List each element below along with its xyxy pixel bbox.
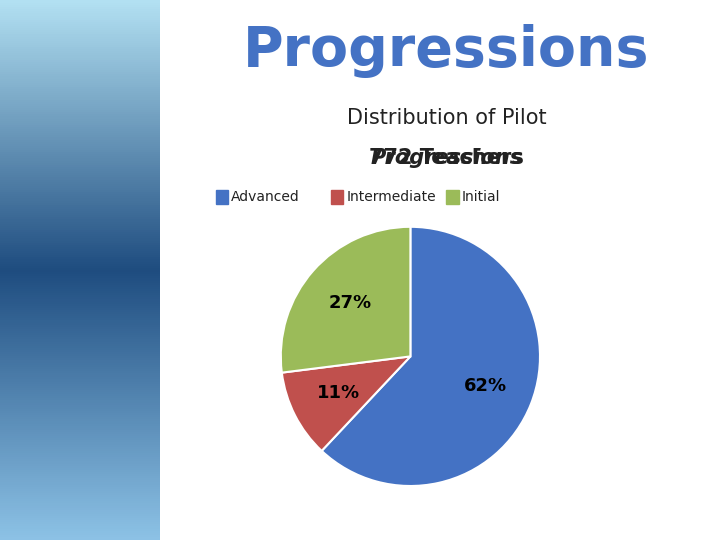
- Text: 772 Teachers: 772 Teachers: [369, 148, 524, 168]
- Text: Progressions: Progressions: [370, 148, 523, 168]
- Wedge shape: [282, 356, 410, 451]
- Text: Distribution of Pilot: Distribution of Pilot: [346, 108, 546, 128]
- Text: 27%: 27%: [328, 294, 372, 312]
- Text: 62%: 62%: [464, 377, 507, 395]
- Wedge shape: [322, 227, 540, 486]
- Text: Initial: Initial: [462, 190, 500, 204]
- Text: 11%: 11%: [318, 384, 361, 402]
- Text: Advanced: Advanced: [231, 190, 300, 204]
- Wedge shape: [281, 227, 410, 373]
- Text: Progressions: Progressions: [243, 24, 649, 78]
- Text: Intermediate: Intermediate: [346, 190, 436, 204]
